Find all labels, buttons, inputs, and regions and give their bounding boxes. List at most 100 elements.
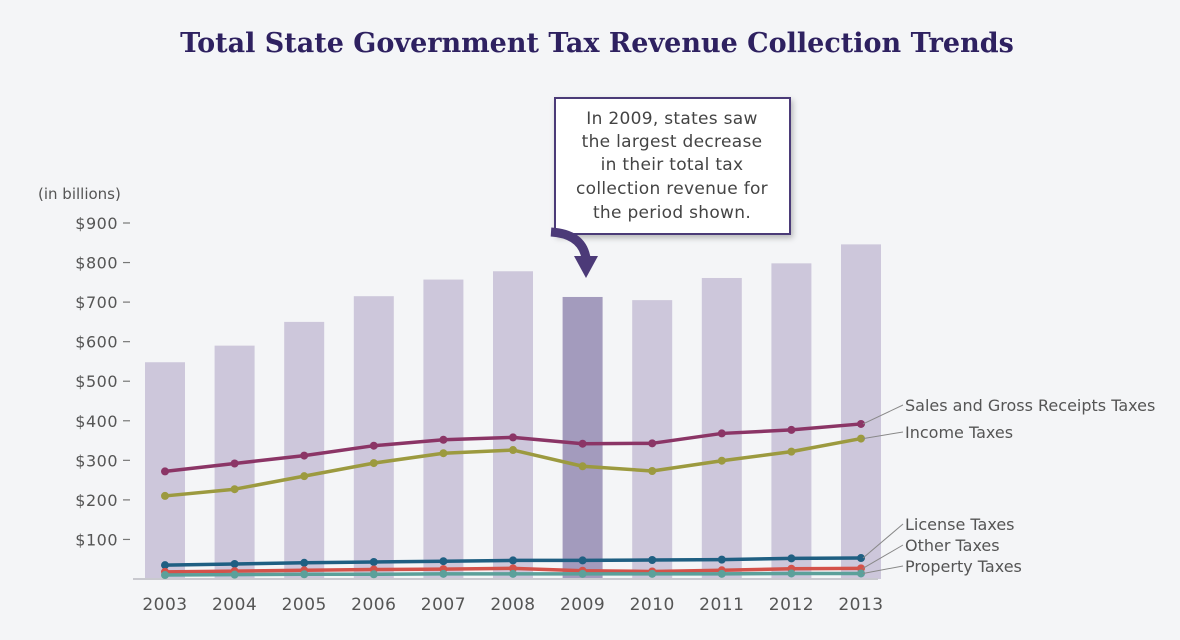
callout-arrow-shaft xyxy=(550,227,591,260)
series-point xyxy=(717,555,726,564)
axis-layer xyxy=(123,222,878,580)
series-point xyxy=(230,559,239,568)
x-tick-label: 2011 xyxy=(699,595,744,615)
legend-label: Other Taxes xyxy=(905,536,1000,555)
y-tick-label: $100 xyxy=(75,530,118,549)
series-point xyxy=(717,429,726,438)
bar-2005 xyxy=(284,321,325,579)
legend-leader-line xyxy=(862,404,904,425)
x-tick-label: 2012 xyxy=(769,595,814,615)
callout-line-3: in their total tax xyxy=(601,155,744,175)
callout-line-4: collection revenue for xyxy=(576,179,768,199)
series-point xyxy=(369,459,378,468)
series-point xyxy=(369,441,378,450)
bar-2007 xyxy=(423,279,464,579)
series-point xyxy=(717,569,726,578)
y-tick-label: $600 xyxy=(75,333,118,352)
legend-label: Income Taxes xyxy=(905,423,1013,442)
x-tick-label: 2007 xyxy=(421,595,466,615)
series-point xyxy=(439,435,448,444)
series-point xyxy=(509,556,517,565)
series-point xyxy=(857,554,865,563)
bars-layer xyxy=(145,244,881,580)
series-point xyxy=(509,446,517,455)
series-point xyxy=(439,557,448,566)
series-point xyxy=(509,569,517,578)
x-tick-label: 2006 xyxy=(351,595,396,615)
series-point xyxy=(439,569,448,578)
y-tick-label: $200 xyxy=(75,491,118,510)
bar-2009 xyxy=(562,296,603,579)
y-labels-layer: $100 $200 $300 $400 $500 $600 $700 $800 $900 xyxy=(75,214,118,549)
chart-title: Total State Government Tax Revenue Colle… xyxy=(180,28,1014,59)
bar-2011 xyxy=(701,277,742,579)
legend-leader-line xyxy=(862,431,904,440)
callout-arrow-head xyxy=(574,256,598,278)
series-point xyxy=(787,447,796,456)
bar-2006 xyxy=(353,296,394,579)
series-point xyxy=(509,564,517,573)
x-tick-label: 2013 xyxy=(838,595,883,615)
series-point xyxy=(230,485,239,494)
callout-box xyxy=(554,97,791,235)
x-tick-label: 2004 xyxy=(212,595,257,615)
series-point xyxy=(857,434,865,443)
x-tick-label: 2008 xyxy=(490,595,535,615)
x-labels-layer: 2003 2004 2005 2006 2007 2008 2009 2010 2011 2012… xyxy=(142,595,883,615)
y-tick-label: $700 xyxy=(75,293,118,312)
series-point xyxy=(161,561,169,570)
series-point xyxy=(578,556,587,565)
series-point xyxy=(161,467,169,476)
y-tick-label: $300 xyxy=(75,451,118,470)
series-point xyxy=(787,554,796,563)
legend-label: Sales and Gross Receipts Taxes xyxy=(905,396,1155,415)
series-point xyxy=(857,569,865,578)
legend-leader-line xyxy=(862,565,904,574)
series-point xyxy=(300,451,309,460)
x-tick-label: 2003 xyxy=(142,595,187,615)
legend-leader-line xyxy=(862,523,904,559)
series-point xyxy=(439,449,448,458)
series-point xyxy=(369,570,378,579)
legend-leader-line xyxy=(862,544,904,569)
y-tick-label: $500 xyxy=(75,372,118,391)
series-point xyxy=(230,570,239,579)
lines-layer xyxy=(161,419,865,580)
series-point xyxy=(857,419,865,428)
series-point xyxy=(578,439,587,448)
y-tick-label: $900 xyxy=(75,214,118,233)
series-point xyxy=(648,569,657,578)
series-point xyxy=(230,459,239,468)
y-tick-label: $400 xyxy=(75,412,118,431)
x-tick-label: 2010 xyxy=(630,595,675,615)
y-tick-label: $800 xyxy=(75,254,118,273)
y-axis-unit-label: (in billions) xyxy=(38,185,121,203)
series-point xyxy=(787,569,796,578)
callout-line-1: In 2009, states saw xyxy=(586,109,757,129)
bar-2008 xyxy=(493,271,533,579)
series-point xyxy=(300,570,309,579)
bar-2013 xyxy=(841,244,881,580)
legend-layer: Sales and Gross Receipts Taxes Income Tax… xyxy=(862,396,1155,576)
series-point xyxy=(648,467,657,476)
series-point xyxy=(578,462,587,471)
series-point xyxy=(369,557,378,566)
series-point xyxy=(300,472,309,481)
series-point xyxy=(300,558,309,567)
legend-label: License Taxes xyxy=(905,515,1015,534)
callout-line-2: the largest decrease xyxy=(582,132,763,152)
series-point xyxy=(648,556,657,565)
series-point xyxy=(509,433,517,442)
x-tick-label: 2009 xyxy=(560,595,605,615)
series-point xyxy=(578,569,587,578)
series-point xyxy=(787,425,796,434)
bar-2012 xyxy=(771,263,812,579)
series-point xyxy=(161,491,169,500)
callout: In 2009, states saw the largest decrease… xyxy=(550,97,791,278)
series-point xyxy=(648,439,657,448)
series-point xyxy=(717,456,726,465)
callout-line-5: the period shown. xyxy=(593,203,751,223)
series-point xyxy=(161,571,169,580)
legend-label: Property Taxes xyxy=(905,557,1022,576)
